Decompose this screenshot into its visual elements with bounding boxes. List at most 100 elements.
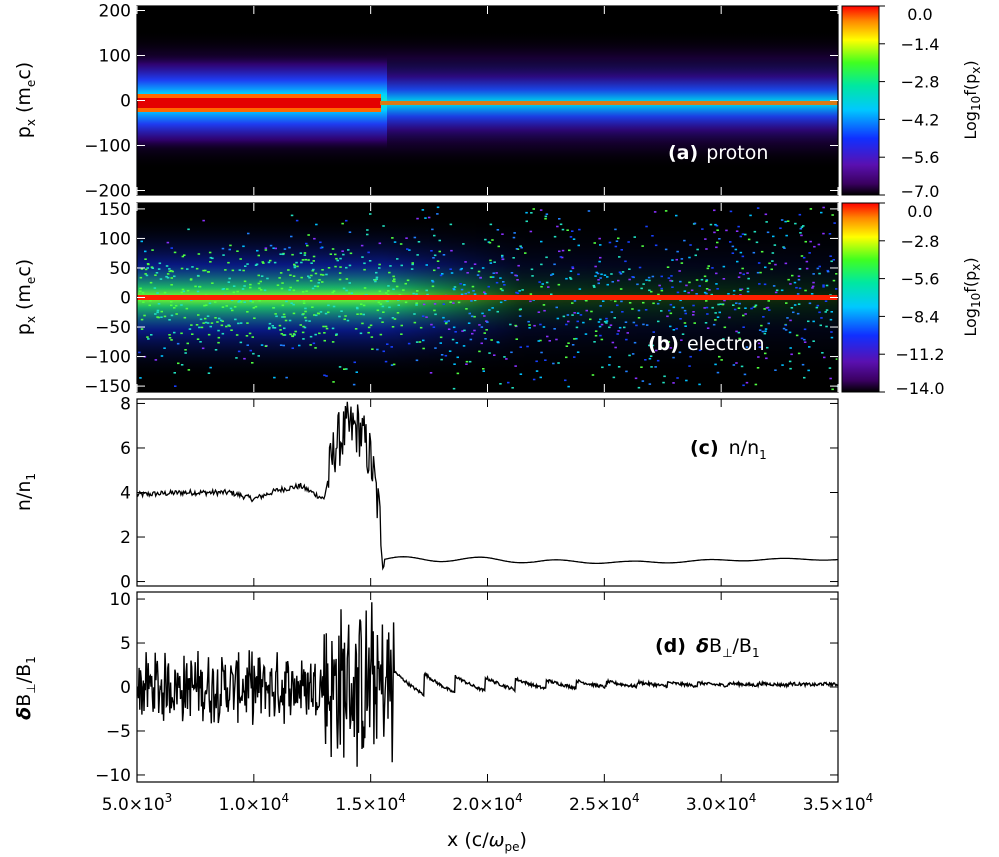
electron-dot bbox=[268, 326, 271, 329]
electron-dot bbox=[302, 300, 306, 302]
electron-dot bbox=[187, 369, 191, 371]
electron-dot bbox=[170, 304, 173, 307]
electron-dot bbox=[382, 225, 385, 227]
electron-dot bbox=[202, 269, 205, 272]
electron-dot bbox=[812, 273, 815, 275]
electron-dot bbox=[375, 276, 379, 279]
electron-dot bbox=[545, 281, 549, 284]
electron-dot bbox=[278, 277, 281, 279]
electron-dot bbox=[737, 307, 741, 309]
electron-dot bbox=[797, 352, 801, 355]
electron-dot bbox=[256, 249, 259, 252]
electron-dot bbox=[288, 246, 291, 249]
electron-dot bbox=[750, 307, 753, 310]
electron-dot bbox=[715, 283, 718, 285]
electron-dot bbox=[292, 312, 296, 315]
electron-dot bbox=[463, 284, 466, 286]
electron-dot bbox=[146, 267, 149, 269]
electron-dot bbox=[367, 251, 370, 254]
electron-dot bbox=[698, 349, 702, 352]
electron-dot bbox=[391, 317, 395, 319]
electron-dot bbox=[182, 290, 185, 293]
electron-dot bbox=[501, 289, 504, 292]
electron-dot bbox=[648, 357, 652, 360]
electron-dot bbox=[819, 324, 822, 327]
electron-dot bbox=[499, 277, 502, 279]
electron-dot bbox=[433, 309, 436, 312]
electron-dot bbox=[809, 240, 812, 243]
electron-dot bbox=[722, 338, 725, 340]
electron-dot bbox=[142, 301, 145, 303]
electron-dot bbox=[571, 230, 574, 232]
electron-dot bbox=[590, 310, 593, 313]
electron-dot bbox=[438, 239, 441, 242]
electron-dot bbox=[640, 287, 643, 290]
electron-dot bbox=[541, 283, 544, 285]
electron-dot bbox=[202, 322, 205, 324]
electron-dot bbox=[763, 308, 766, 310]
electron-dot bbox=[537, 340, 540, 342]
electron-dot bbox=[680, 258, 684, 260]
electron-dot bbox=[170, 277, 173, 279]
electron-dot bbox=[798, 287, 802, 290]
electron-dot bbox=[153, 287, 157, 289]
electron-dot bbox=[236, 250, 239, 252]
electron-dot bbox=[577, 273, 580, 276]
electron-dot bbox=[553, 263, 556, 266]
electron-dot bbox=[519, 245, 522, 247]
electron-dot bbox=[664, 210, 668, 212]
electron-dot bbox=[527, 320, 530, 323]
panel-c-frame bbox=[136, 398, 839, 587]
electron-dot bbox=[307, 259, 310, 261]
electron-dot bbox=[173, 372, 176, 374]
electron-dot bbox=[195, 324, 199, 326]
electron-dot bbox=[482, 370, 485, 372]
electron-dot bbox=[417, 241, 421, 243]
electron-dot bbox=[606, 283, 609, 286]
electron-dot bbox=[599, 334, 602, 337]
electron-dot bbox=[173, 307, 176, 309]
electron-dot bbox=[634, 377, 638, 380]
electron-dot bbox=[170, 284, 173, 286]
electron-dot bbox=[800, 337, 804, 340]
electron-dot bbox=[621, 271, 625, 273]
electron-dot bbox=[190, 324, 193, 326]
electron-dot bbox=[764, 213, 768, 216]
electron-dot bbox=[771, 260, 774, 262]
electron-dot bbox=[473, 263, 477, 265]
electron-dot bbox=[415, 341, 419, 343]
electron-dot bbox=[648, 279, 651, 282]
electron-dot bbox=[214, 301, 217, 303]
electron-dot bbox=[221, 320, 224, 322]
electron-dot bbox=[295, 219, 299, 222]
electron-dot bbox=[766, 346, 769, 349]
electron-dot bbox=[433, 254, 437, 257]
electron-dot bbox=[558, 250, 561, 253]
electron-dot bbox=[175, 313, 178, 315]
electron-dot bbox=[538, 281, 541, 283]
electron-dot bbox=[221, 247, 225, 250]
electron-dot bbox=[158, 262, 162, 265]
electron-dot bbox=[669, 303, 673, 306]
electron-dot bbox=[473, 293, 477, 295]
panel-d-yaxis: 10 5 0 −5 −10 bbox=[95, 590, 839, 786]
electron-dot bbox=[797, 303, 801, 305]
electron-dot bbox=[807, 320, 810, 323]
electron-dot bbox=[450, 272, 454, 274]
electron-dot bbox=[442, 316, 445, 319]
electron-dot bbox=[346, 319, 350, 322]
electron-dot bbox=[532, 208, 535, 210]
electron-dot bbox=[416, 290, 419, 292]
electron-dot bbox=[742, 326, 745, 328]
electron-dot bbox=[781, 364, 784, 366]
electron-dot bbox=[283, 248, 287, 250]
electron-dot bbox=[170, 269, 173, 272]
electron-dot bbox=[715, 224, 719, 227]
electron-dot bbox=[165, 275, 168, 278]
electron-dot bbox=[741, 267, 744, 270]
electron-dot bbox=[313, 285, 317, 287]
electron-dot bbox=[651, 275, 655, 278]
electron-dot bbox=[813, 245, 816, 248]
electron-dot bbox=[260, 344, 264, 346]
electron-dot bbox=[576, 351, 580, 353]
